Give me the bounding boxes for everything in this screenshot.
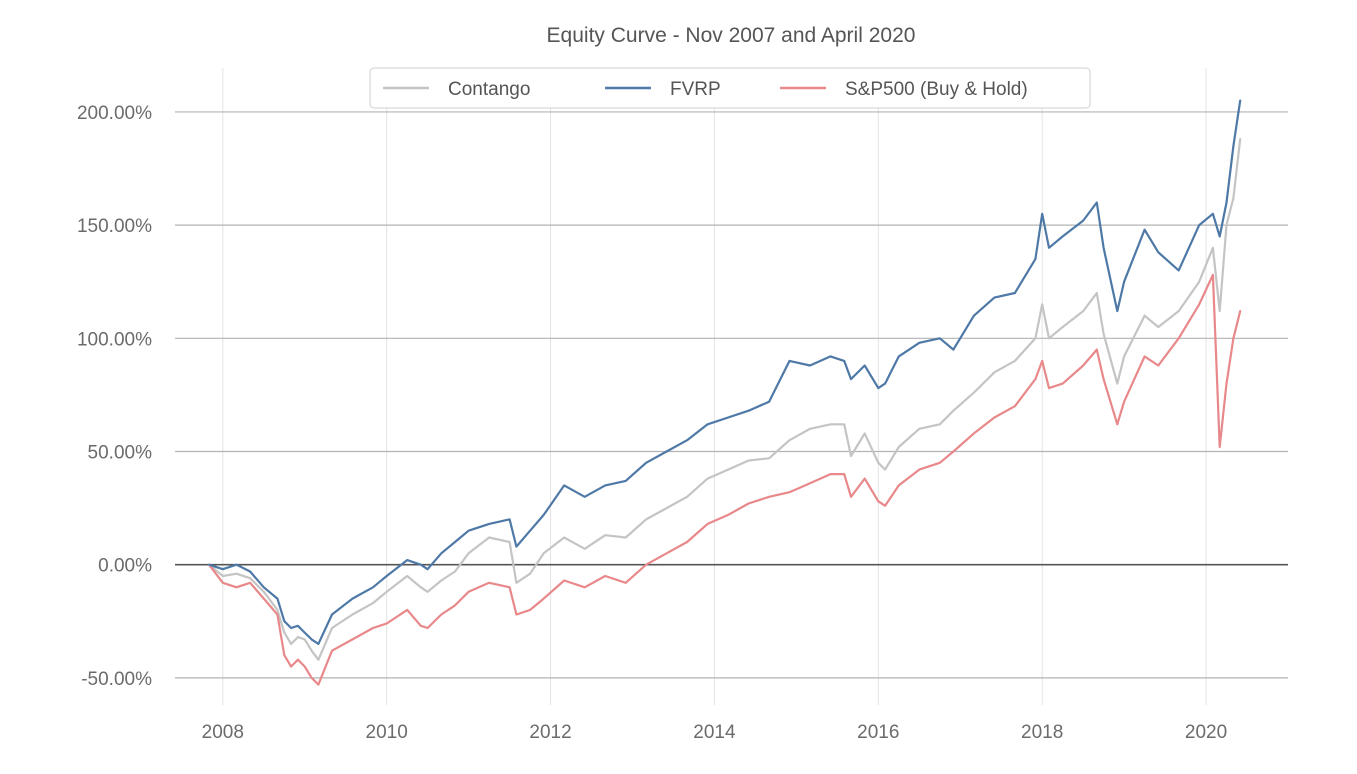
x-tick-label: 2012 bbox=[529, 722, 571, 743]
axis-labels: 2008 2010 2012 2014 2016 2018 2020 -50.00% 0.00%… bbox=[77, 103, 1227, 743]
chart-title: Equity Curve - Nov 2007 and April 2020 bbox=[547, 24, 916, 47]
legend-box bbox=[369, 67, 1091, 109]
chart-legend: Contango FVRP S&P500 (Buy & Hold) bbox=[369, 67, 1091, 109]
series-line-contango bbox=[208, 138, 1242, 661]
legend-label: FVRP bbox=[670, 79, 721, 100]
x-tick-label: 2010 bbox=[366, 722, 408, 743]
y-tick-label: 50.00% bbox=[88, 442, 153, 463]
x-tick-label: 2014 bbox=[693, 722, 736, 743]
series-line-s-p500-buy-hold bbox=[208, 273, 1242, 686]
y-tick-label: 200.00% bbox=[77, 103, 152, 124]
x-tick-label: 2020 bbox=[1185, 722, 1227, 743]
y-tick-label: -50.00% bbox=[81, 669, 152, 690]
x-tick-label: 2008 bbox=[202, 722, 244, 743]
x-tick-label: 2016 bbox=[857, 722, 899, 743]
legend-label: S&P500 (Buy & Hold) bbox=[845, 79, 1028, 100]
series-line-fvrp bbox=[208, 99, 1242, 646]
x-tick-label: 2018 bbox=[1021, 722, 1063, 743]
y-tick-label: 0.00% bbox=[98, 556, 152, 577]
y-tick-label: 100.00% bbox=[77, 329, 152, 350]
legend-label: Contango bbox=[448, 79, 530, 100]
series-lines bbox=[208, 99, 1242, 686]
y-tick-label: 150.00% bbox=[77, 216, 152, 237]
